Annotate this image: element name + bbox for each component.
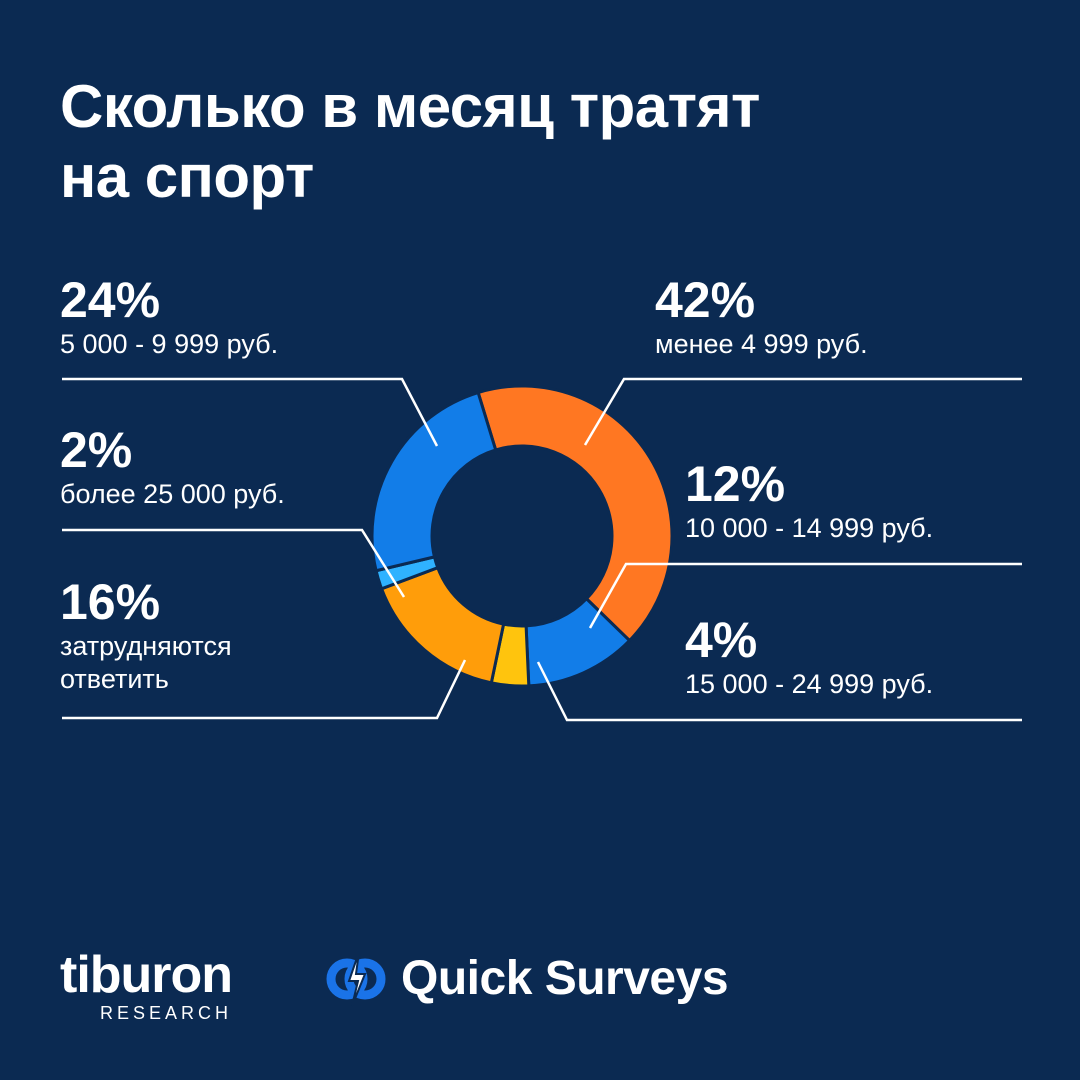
callout-hard-to-answer: 16% затрудняются ответить — [60, 574, 320, 696]
callout-over-25000: 2% более 25 000 руб. — [60, 422, 285, 511]
callout-10000-14999: 12% 10 000 - 14 999 руб. — [685, 456, 933, 545]
tiburon-research-logo: tiburon RESEARCH — [60, 945, 233, 1024]
callout-5000-9999: 24% 5 000 - 9 999 руб. — [60, 272, 278, 361]
quick-surveys-logo-word: Quick Surveys — [401, 952, 729, 1005]
page-title: Сколько в месяц тратят на спорт — [60, 72, 1020, 212]
value-label: 12% — [685, 456, 786, 512]
quick-surveys-logo-icon — [326, 951, 386, 1007]
value-label: 16% — [60, 574, 161, 630]
tiburon-logo-word: tiburon — [60, 946, 233, 1004]
title-line-2: на спорт — [60, 143, 314, 210]
leader-line-5 — [536, 661, 1022, 722]
leader-line-0 — [62, 377, 439, 447]
callout-15000-24999: 4% 15 000 - 24 999 руб. — [685, 612, 933, 701]
title-line-1: Сколько в месяц тратят — [60, 73, 760, 140]
category-label: 10 000 - 14 999 руб. — [685, 513, 934, 543]
donut-slice-0 — [476, 384, 674, 643]
donut-slice-3 — [379, 565, 506, 685]
category-label: затрудняются ответить — [60, 631, 232, 694]
value-label: 24% — [60, 272, 161, 328]
value-label: 4% — [685, 612, 758, 668]
tiburon-logo-sub: RESEARCH — [100, 1003, 233, 1023]
donut-slices — [370, 384, 674, 688]
donut-slice-5 — [370, 390, 498, 573]
leader-lines — [62, 377, 1022, 722]
leader-line-1 — [62, 528, 406, 598]
callout-under-4999: 42% менее 4 999 руб. — [655, 272, 868, 361]
leader-line-2 — [62, 659, 467, 720]
category-label: более 25 000 руб. — [60, 479, 285, 509]
category-label: 5 000 - 9 999 руб. — [60, 329, 279, 359]
leader-line-3 — [583, 377, 1022, 446]
leader-line-4 — [588, 562, 1022, 629]
value-label: 2% — [60, 422, 133, 478]
value-label: 42% — [655, 272, 756, 328]
category-label: 15 000 - 24 999 руб. — [685, 669, 934, 699]
quick-surveys-logo: Quick Surveys — [325, 948, 729, 1010]
category-label: менее 4 999 руб. — [655, 329, 868, 359]
